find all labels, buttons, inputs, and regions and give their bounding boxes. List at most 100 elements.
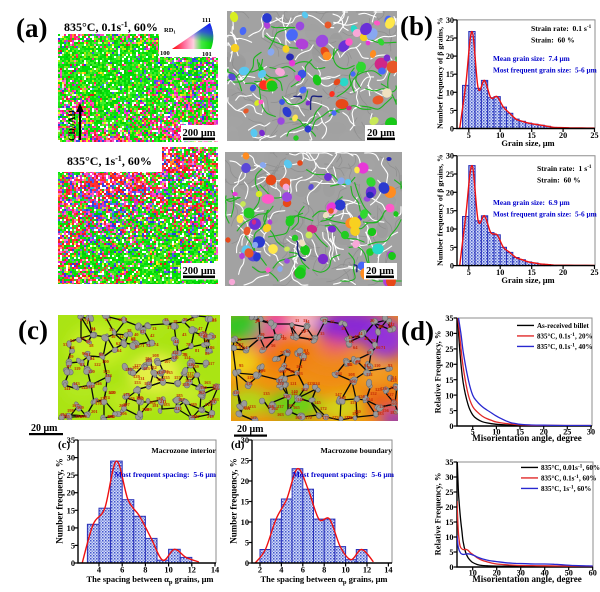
- svg-text:66: 66: [376, 345, 381, 350]
- svg-text:121: 121: [290, 381, 298, 386]
- svg-text:200 μm: 200 μm: [182, 128, 215, 139]
- svg-text:29: 29: [260, 332, 265, 337]
- svg-text:86: 86: [210, 345, 215, 350]
- svg-text:2: 2: [255, 319, 258, 324]
- svg-text:111: 111: [202, 17, 211, 24]
- svg-text:50: 50: [565, 569, 573, 578]
- svg-text:6: 6: [301, 566, 305, 575]
- svg-text:138: 138: [267, 404, 275, 409]
- svg-text:116: 116: [188, 362, 195, 367]
- svg-text:15: 15: [446, 70, 454, 79]
- svg-text:148: 148: [108, 390, 116, 395]
- svg-text:63: 63: [349, 339, 354, 344]
- svg-text:42: 42: [364, 336, 369, 341]
- svg-text:12: 12: [363, 566, 371, 575]
- svg-text:10: 10: [446, 88, 454, 97]
- svg-text:181: 181: [152, 403, 160, 408]
- svg-text:49: 49: [388, 324, 393, 329]
- svg-text:114: 114: [390, 375, 397, 380]
- svg-text:135: 135: [166, 370, 174, 375]
- svg-text:122: 122: [94, 362, 102, 367]
- svg-text:160: 160: [390, 401, 398, 406]
- svg-text:2: 2: [80, 317, 83, 322]
- svg-text:135: 135: [263, 391, 271, 396]
- svg-text:155: 155: [163, 375, 171, 380]
- svg-text:194: 194: [60, 412, 68, 417]
- svg-text:125: 125: [103, 369, 111, 374]
- svg-text:30: 30: [445, 330, 453, 339]
- svg-text:10: 10: [241, 518, 249, 527]
- svg-text:20: 20: [183, 317, 188, 322]
- svg-text:145: 145: [88, 384, 96, 389]
- svg-text:58: 58: [89, 343, 94, 348]
- svg-text:12: 12: [140, 329, 145, 334]
- svg-text:20: 20: [67, 489, 75, 498]
- svg-text:15: 15: [445, 518, 453, 527]
- svg-text:5: 5: [449, 407, 453, 416]
- svg-text:88: 88: [356, 359, 361, 364]
- svg-text:79: 79: [186, 342, 191, 347]
- svg-text:15: 15: [330, 319, 335, 324]
- svg-text:0: 0: [450, 262, 454, 271]
- svg-text:125: 125: [375, 387, 383, 392]
- svg-text:(a): (a): [16, 13, 47, 43]
- svg-text:42: 42: [150, 333, 155, 338]
- svg-text:140: 140: [291, 389, 299, 394]
- svg-text:52: 52: [239, 342, 244, 347]
- svg-text:31: 31: [91, 326, 96, 331]
- svg-text:133: 133: [156, 370, 164, 375]
- svg-text:CD//AD: CD//AD: [67, 110, 77, 141]
- svg-text:53: 53: [63, 342, 68, 347]
- svg-text:182: 182: [352, 411, 360, 416]
- svg-text:15: 15: [528, 131, 536, 140]
- svg-text:50: 50: [202, 330, 207, 335]
- svg-text:152: 152: [370, 391, 378, 396]
- svg-text:10: 10: [446, 225, 454, 234]
- svg-text:200: 200: [80, 414, 88, 419]
- svg-text:25: 25: [446, 34, 454, 43]
- svg-text:36: 36: [111, 334, 116, 339]
- svg-text:131: 131: [243, 405, 251, 410]
- svg-text:120: 120: [88, 369, 96, 374]
- svg-text:101: 101: [202, 51, 212, 58]
- svg-text:102: 102: [132, 365, 140, 370]
- svg-text:105: 105: [145, 358, 153, 363]
- svg-text:124: 124: [313, 381, 321, 386]
- svg-text:78: 78: [182, 352, 187, 357]
- svg-text:Macrozone boundary: Macrozone boundary: [320, 446, 392, 455]
- svg-text:15: 15: [446, 207, 454, 216]
- svg-text:47: 47: [378, 324, 383, 329]
- svg-text:20: 20: [559, 268, 567, 277]
- svg-text:167: 167: [72, 403, 80, 408]
- svg-text:37: 37: [308, 337, 313, 342]
- svg-text:98: 98: [290, 369, 295, 374]
- svg-text:167: 167: [288, 403, 296, 408]
- svg-text:10: 10: [118, 317, 123, 322]
- svg-text:5: 5: [450, 243, 454, 252]
- svg-text:34: 34: [301, 329, 306, 334]
- svg-text:10: 10: [341, 566, 349, 575]
- svg-text:170: 170: [95, 401, 103, 406]
- svg-text:89: 89: [69, 354, 74, 359]
- svg-text:5: 5: [467, 268, 471, 277]
- svg-text:54: 54: [243, 345, 248, 350]
- svg-text:51: 51: [212, 334, 217, 339]
- svg-text:213: 213: [175, 406, 183, 411]
- svg-text:170: 170: [305, 415, 313, 420]
- svg-text:94: 94: [90, 356, 95, 361]
- svg-text:73: 73: [146, 343, 151, 348]
- svg-text:As-received billet: As-received billet: [537, 322, 589, 330]
- svg-text:112: 112: [366, 372, 373, 377]
- svg-text:20 μm: 20 μm: [367, 128, 395, 139]
- svg-text:38: 38: [127, 328, 132, 333]
- svg-text:Relative Frequency, %: Relative Frequency, %: [433, 473, 443, 556]
- svg-text:Most frequent spacing: 5-6 μm: Most frequent spacing: 5-6 μm: [293, 470, 395, 479]
- svg-text:14: 14: [384, 566, 393, 575]
- svg-text:73: 73: [258, 369, 263, 374]
- svg-text:17: 17: [167, 325, 172, 330]
- svg-text:68: 68: [367, 350, 372, 355]
- svg-text:15: 15: [516, 428, 524, 437]
- svg-text:139: 139: [192, 364, 200, 369]
- svg-text:Most frequent grain size: 5-6: Most frequent grain size: 5-6 μm: [493, 210, 597, 219]
- svg-text:151: 151: [350, 400, 358, 405]
